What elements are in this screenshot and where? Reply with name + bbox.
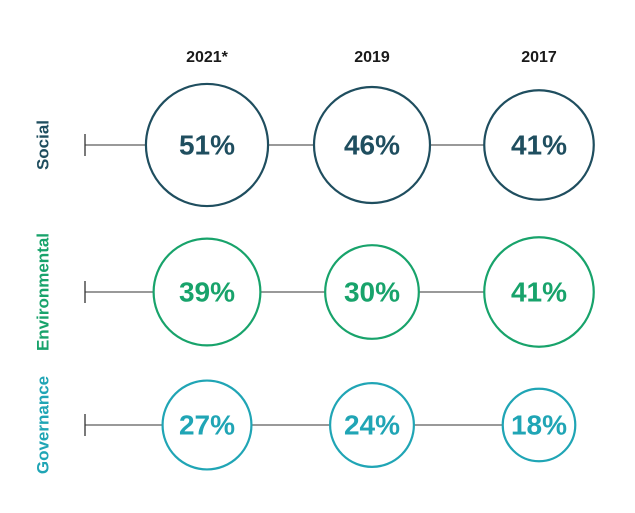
bubble-social-3 [483,89,595,201]
bubble-social-1 [144,82,270,208]
value-label-environmental-1: 39% [179,276,235,307]
row-governance: 27% 24% 18% Governance [33,376,577,474]
column-label-3: 2017 [521,49,557,66]
value-label-environmental-2: 30% [344,276,400,307]
value-label-governance-3: 18% [511,409,567,440]
value-label-social-1: 51% [179,129,235,160]
value-label-governance-1: 27% [179,409,235,440]
column-label-1: 2021* [186,49,229,66]
bubble-environmental-1 [152,237,262,347]
value-label-social-2: 46% [344,129,400,160]
column-label-2: 2019 [354,49,390,66]
row-label-environmental: Environmental [33,233,52,351]
bubble-governance-2 [329,382,415,468]
row-label-governance: Governance [33,376,52,474]
bubble-social-2 [312,85,432,205]
row-environmental: 39% 30% 41% Environmental [33,233,595,351]
bubble-environmental-3 [483,236,595,348]
value-label-environmental-3: 41% [511,276,567,307]
value-label-social-3: 41% [511,129,567,160]
bubble-governance-1 [161,379,253,471]
row-label-social: Social [33,120,52,170]
column-labels: 2021* 2019 2017 [186,49,557,66]
value-label-governance-2: 24% [344,409,400,440]
chart-rows: 51% 46% 41% Social 39% 30% 41% Environmental 27%… [33,82,595,474]
bubble-governance-3 [501,387,577,463]
row-social: 51% 46% 41% Social [33,82,595,208]
bubble-environmental-2 [324,244,420,340]
